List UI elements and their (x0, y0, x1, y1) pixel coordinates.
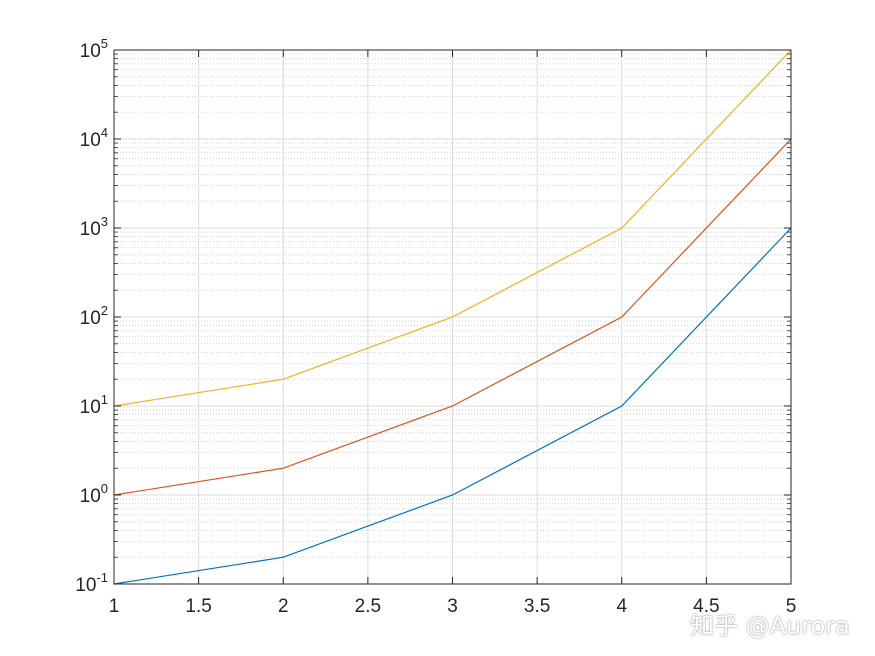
x-tick-label: 3.5 (524, 596, 550, 617)
x-tick-label: 2.5 (355, 596, 381, 617)
y-tick-label: 10-1 (75, 570, 108, 596)
watermark: 知乎 @Aurora (690, 612, 850, 640)
y-axis-tick-labels: 10-1 100 101 102 103 104 105 (75, 36, 108, 596)
x-tick-label: 4 (616, 596, 627, 617)
x-tick-label: 3 (447, 596, 458, 617)
x-tick-label: 1.5 (185, 596, 211, 617)
y-tick-label: 103 (80, 214, 108, 240)
x-tick-label: 2 (278, 596, 289, 617)
y-tick-label: 102 (80, 303, 108, 329)
series-line-2 (113, 138, 792, 496)
y-tick-label: 105 (80, 36, 108, 62)
minor-grid (114, 53, 791, 558)
series-layer (113, 49, 792, 585)
series-line-3 (113, 49, 792, 407)
y-tick-label: 100 (80, 481, 108, 507)
y-tick-label: 104 (80, 125, 108, 151)
x-tick-label: 4.5 (693, 596, 719, 617)
x-tick-label: 1 (109, 596, 120, 617)
axis-ticks (113, 49, 792, 585)
series-line-1 (113, 227, 792, 585)
y-tick-label: 101 (80, 392, 108, 418)
x-tick-label: 5 (786, 596, 797, 617)
x-axis-tick-labels: 1 1.5 2 2.5 3 3.5 4 4.5 5 (109, 596, 797, 617)
